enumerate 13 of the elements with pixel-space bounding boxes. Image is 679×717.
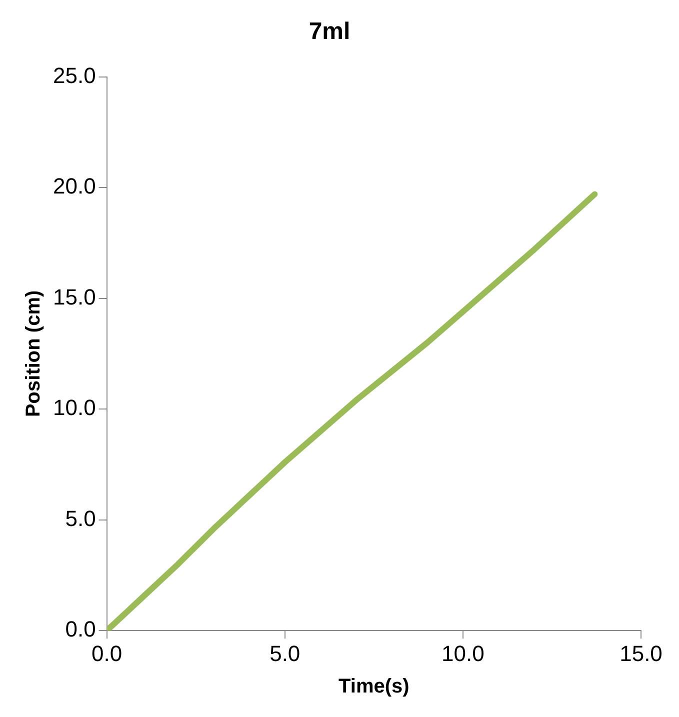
y-tick-label: 0.0 <box>65 616 96 642</box>
y-tick-label: 10.0 <box>52 395 96 420</box>
y-axis-title: Position (cm) <box>22 290 45 418</box>
y-tick-label: 5.0 <box>65 506 96 531</box>
chart-title: 7ml <box>308 18 350 46</box>
x-tick-label: 10.0 <box>442 640 484 666</box>
x-tick-label: 15.0 <box>620 640 662 666</box>
y-tick-label: 20.0 <box>52 174 96 199</box>
x-axis-title: Time(s) <box>338 676 410 698</box>
x-tick-label: 0.0 <box>92 640 122 666</box>
x-tick-label: 5.0 <box>270 640 300 666</box>
y-tick-label: 25.0 <box>52 62 96 88</box>
y-tick-label: 15.0 <box>52 284 96 310</box>
